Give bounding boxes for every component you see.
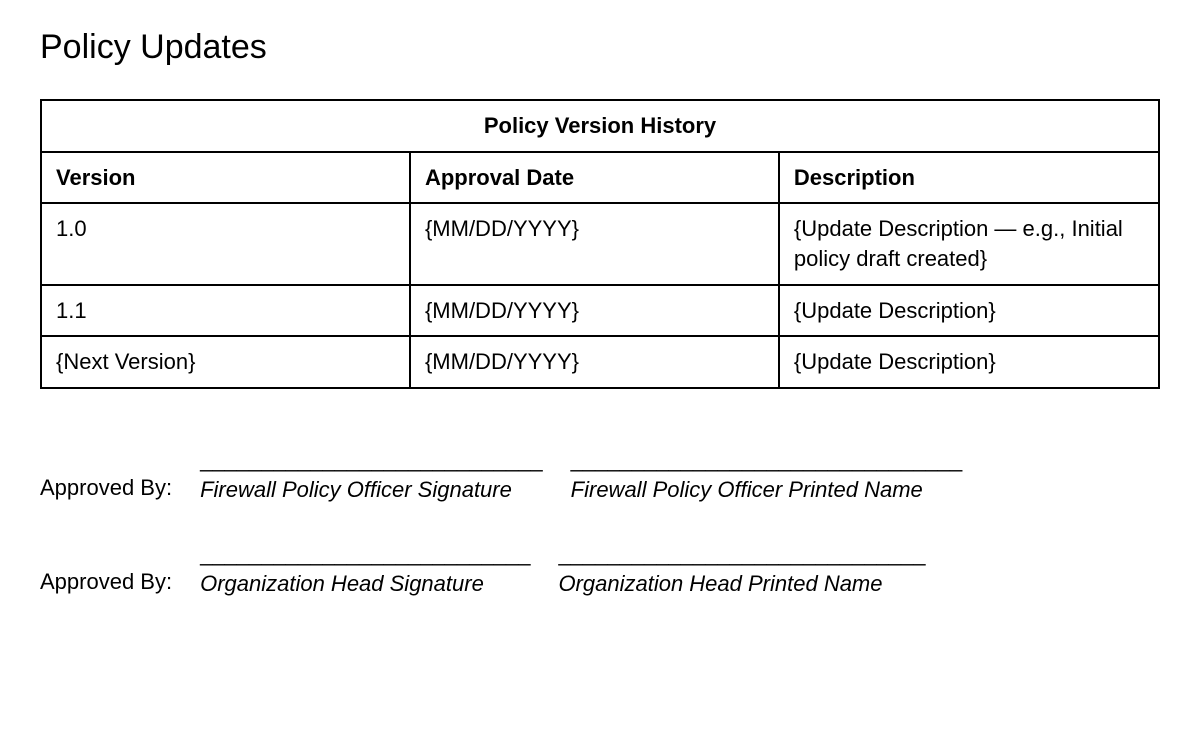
printed-name-slot-officer: ________________________________ Firewal… [571,449,963,503]
cell-description: {Update Description} [779,336,1159,388]
cell-description: {Update Description} [779,285,1159,337]
col-header-approval-date: Approval Date [410,152,779,204]
approval-label: Approved By: [40,569,172,597]
cell-description: {Update Description — e.g., Initial poli… [779,203,1159,284]
cell-version: 1.1 [41,285,410,337]
approval-block-org-head: Approved By: ___________________________… [40,543,1160,597]
signature-line: ___________________________ [200,543,530,565]
approval-block-officer: Approved By: ___________________________… [40,449,1160,503]
table-row: 1.1 {MM/DD/YYYY} {Update Description} [41,285,1159,337]
printed-name-slot-org-head: ______________________________ Organizat… [558,543,925,597]
cell-approval-date: {MM/DD/YYYY} [410,336,779,388]
cell-version: {Next Version} [41,336,410,388]
cell-version: 1.0 [41,203,410,284]
printed-name-line: ________________________________ [571,449,963,471]
approval-label: Approved By: [40,475,172,503]
printed-name-caption: Organization Head Printed Name [558,571,925,597]
signature-line: ____________________________ [200,449,543,471]
signature-caption: Organization Head Signature [200,571,530,597]
signature-slot-org-head: ___________________________ Organization… [200,543,530,597]
signature-caption: Firewall Policy Officer Signature [200,477,543,503]
table-row: 1.0 {MM/DD/YYYY} {Update Description — e… [41,203,1159,284]
printed-name-line: ______________________________ [558,543,925,565]
table-caption: Policy Version History [41,100,1159,152]
signature-slot-officer: ____________________________ Firewall Po… [200,449,543,503]
col-header-description: Description [779,152,1159,204]
col-header-version: Version [41,152,410,204]
cell-approval-date: {MM/DD/YYYY} [410,285,779,337]
version-history-table: Policy Version History Version Approval … [40,99,1160,389]
page-title: Policy Updates [40,28,1160,67]
printed-name-caption: Firewall Policy Officer Printed Name [571,477,963,503]
table-row: {Next Version} {MM/DD/YYYY} {Update Desc… [41,336,1159,388]
cell-approval-date: {MM/DD/YYYY} [410,203,779,284]
